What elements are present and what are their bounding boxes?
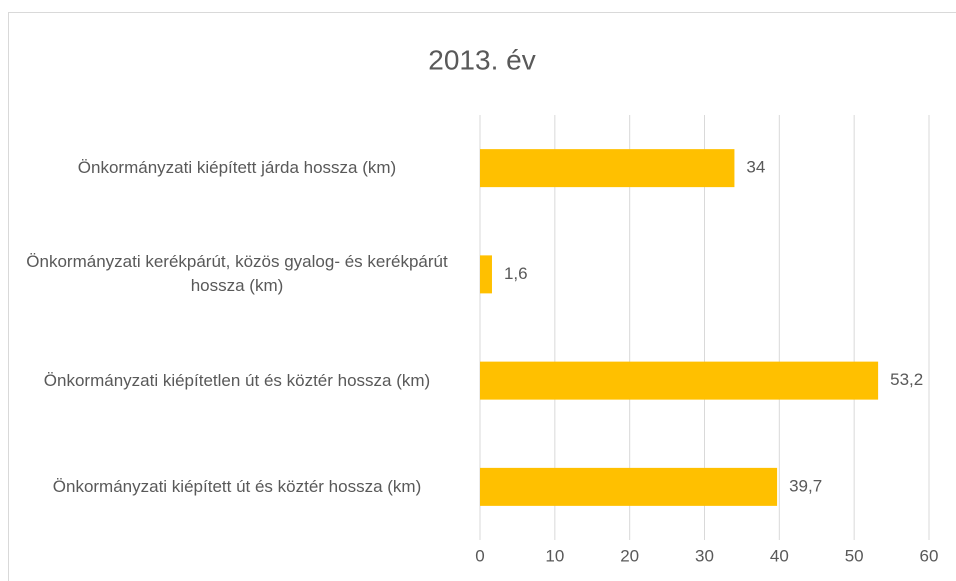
y-tick-label: Önkormányzati kiépített járda hossza (km… <box>77 158 397 178</box>
x-tick-label: 30 <box>695 546 714 565</box>
x-tick-label: 0 <box>475 546 484 565</box>
x-tick-label: 60 <box>920 546 939 565</box>
y-tick-label: Önkormányzati kerékpárút, közös gyalog- … <box>26 252 448 296</box>
value-label: 1,6 <box>504 264 528 283</box>
x-tick-label: 40 <box>770 546 789 565</box>
x-tick-label: 20 <box>620 546 639 565</box>
y-tick-label: Önkormányzati kiépítetlen út és köztér h… <box>43 370 431 390</box>
x-tick-label: 50 <box>845 546 864 565</box>
y-tick-label: Önkormányzati kiépített út és köztér hos… <box>52 476 422 496</box>
bar <box>480 467 778 506</box>
x-tick-label: 10 <box>545 546 564 565</box>
bar <box>480 255 492 294</box>
chart-title: 2013. év <box>428 44 535 75</box>
value-label: 53,2 <box>890 370 923 389</box>
value-label: 34 <box>746 158 765 177</box>
value-label: 39,7 <box>789 476 822 495</box>
bar <box>480 149 735 188</box>
chart-border <box>8 12 956 581</box>
bar <box>480 361 879 400</box>
